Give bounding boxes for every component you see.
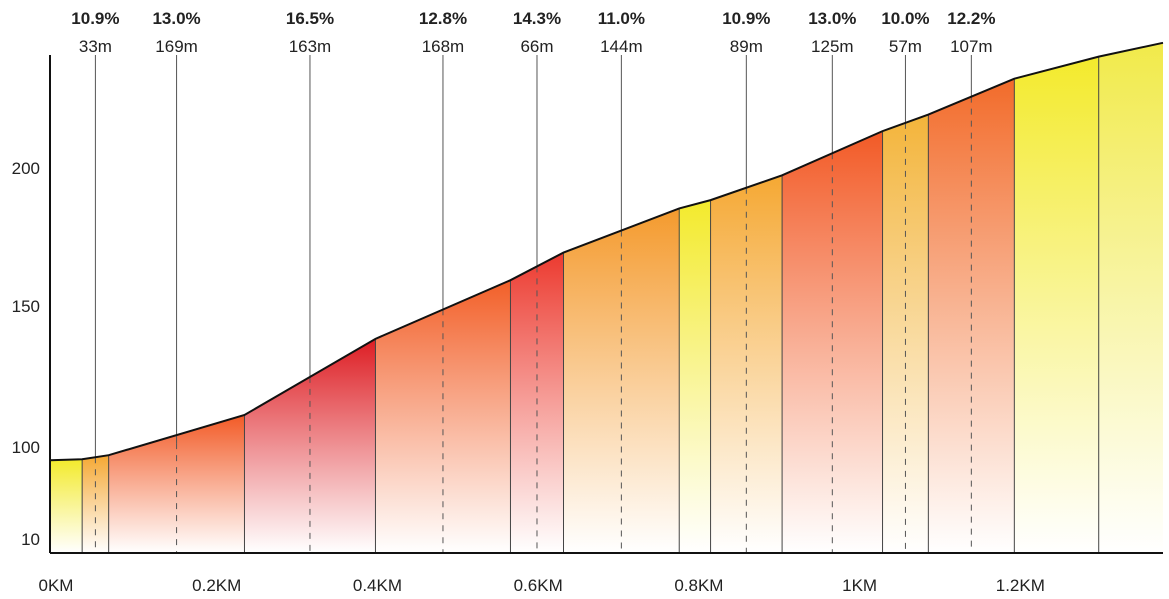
y-tick-label: 10 <box>21 530 40 549</box>
segment-grade-label: 10.9% <box>71 9 119 28</box>
segment-label-leaders <box>94 55 972 553</box>
segment-grade-label: 13.0% <box>808 9 856 28</box>
segment-fill <box>710 175 783 553</box>
segment-grade-label: 13.0% <box>152 9 200 28</box>
segment-length-label: 66m <box>520 37 553 56</box>
x-tick-label: 0.4KM <box>353 576 402 595</box>
segment-length-label: 107m <box>950 37 993 56</box>
segment-fill <box>782 131 883 553</box>
segment-length-label: 168m <box>422 37 465 56</box>
segment-length-label: 89m <box>730 37 763 56</box>
segment-fill <box>50 459 83 553</box>
segment-dividers <box>81 56 1100 553</box>
y-tick-label: 150 <box>12 297 40 316</box>
x-tick-label: 0.8KM <box>674 576 723 595</box>
x-tick-labels: 0KM 0.2KM 0.4KM 0.6KM 0.8KM 1KM 1.2KM <box>39 576 1045 595</box>
segment-fill <box>375 280 511 553</box>
segment-fill <box>82 455 109 553</box>
y-tick-label: 100 <box>12 438 40 457</box>
segment-fill <box>882 114 929 553</box>
x-tick-label: 0.2KM <box>192 576 241 595</box>
segment-length-label: 57m <box>889 37 922 56</box>
segment-labels: 10.9% 33m 13.0% 169m 16.5% 163m 12.8% 168m 14.3%… <box>71 9 995 56</box>
segment-grade-label: 12.2% <box>947 9 995 28</box>
segment-fills <box>50 42 1163 554</box>
segment-grade-label: 10.0% <box>881 9 929 28</box>
segment-grade-label: 12.8% <box>419 9 467 28</box>
profile-outline <box>49 41 1164 462</box>
segment-fill <box>563 208 680 553</box>
segment-fill <box>244 338 376 553</box>
segment-grade-label: 16.5% <box>286 9 334 28</box>
segment-grade-label: 11.0% <box>598 9 645 28</box>
segment-fill <box>679 200 711 553</box>
x-tick-label: 0.6KM <box>514 576 563 595</box>
segment-fill <box>1014 56 1099 553</box>
x-tick-label: 1KM <box>842 576 877 595</box>
segment-grade-label: 10.9% <box>722 9 770 28</box>
segment-fill <box>1098 42 1163 554</box>
segment-length-label: 33m <box>79 37 112 56</box>
y-tick-labels: 10 100 150 200 <box>12 159 40 549</box>
segment-length-label: 125m <box>811 37 854 56</box>
segment-grade-label: 14.3% <box>513 9 561 28</box>
x-tick-label: 0KM <box>39 576 74 595</box>
segment-length-label: 169m <box>155 37 198 56</box>
segment-length-label: 144m <box>600 37 643 56</box>
y-tick-label: 200 <box>12 159 40 178</box>
x-tick-label: 1.2KM <box>996 576 1045 595</box>
segment-length-label: 163m <box>289 37 332 56</box>
